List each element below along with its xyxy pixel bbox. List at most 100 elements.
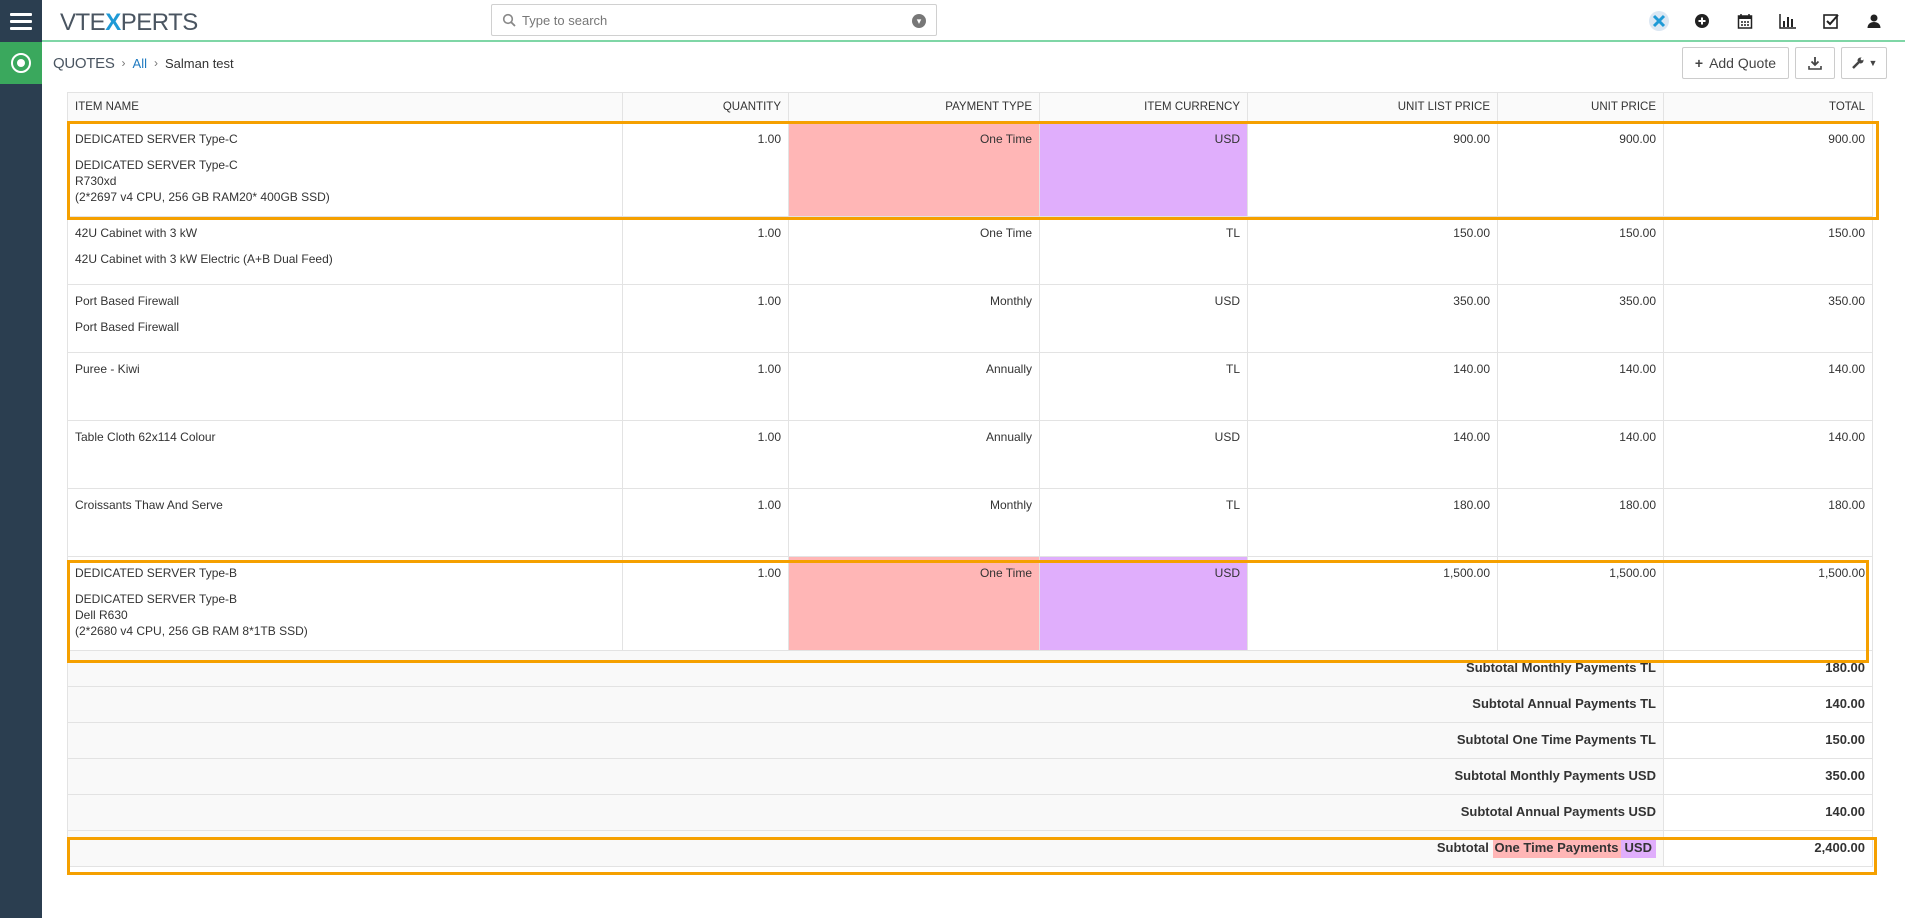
subtotal-label: Subtotal Monthly Payments TL	[67, 650, 1664, 687]
caret-down-icon: ▼	[1868, 58, 1878, 68]
col-item-currency: ITEM CURRENCY	[1039, 92, 1248, 123]
module-icon[interactable]	[0, 42, 42, 84]
line-items-table: ITEM NAME QUANTITY PAYMENT TYPE ITEM CUR…	[67, 92, 1873, 867]
calendar-icon[interactable]	[1733, 9, 1757, 33]
item-description: 42U Cabinet with 3 kW Electric (A+B Dual…	[75, 252, 333, 266]
unit-price-cell: 180.00	[1497, 488, 1664, 557]
item-name[interactable]: Croissants Thaw And Serve	[75, 498, 223, 512]
item-name[interactable]: Puree - Kiwi	[75, 362, 140, 376]
app-logo[interactable]: VTEXPERTS	[60, 9, 198, 36]
payment-type-cell: Monthly	[788, 284, 1040, 353]
settings-dropdown-button[interactable]: ▼	[1841, 47, 1887, 79]
unit-list-price-cell: 140.00	[1247, 420, 1498, 489]
item-name-cell: 42U Cabinet with 3 kW 42U Cabinet with 3 …	[67, 216, 623, 285]
add-icon[interactable]	[1690, 9, 1714, 33]
quantity-cell: 1.00	[622, 216, 789, 285]
unit-list-price-cell: 150.00	[1247, 216, 1498, 285]
col-total: TOTAL	[1663, 92, 1873, 123]
total-cell: 150.00	[1663, 216, 1873, 285]
item-name[interactable]: Table Cloth 62x114 Colour	[75, 430, 216, 444]
top-bar: VTEXPERTS ▾	[0, 0, 1905, 42]
subtotal-row: Subtotal Annual Payments TL 140.00	[67, 686, 1873, 723]
unit-list-price-cell: 900.00	[1247, 122, 1498, 217]
payment-type-highlight: One Time Payments	[1492, 837, 1621, 858]
unit-price-cell: 1,500.00	[1497, 556, 1664, 651]
download-button[interactable]	[1795, 47, 1835, 79]
col-unit-price: UNIT PRICE	[1497, 92, 1664, 123]
subtotal-value: 180.00	[1663, 650, 1873, 687]
quantity-cell: 1.00	[622, 284, 789, 353]
quantity-cell: 1.00	[622, 420, 789, 489]
menu-icon[interactable]	[0, 0, 42, 42]
subtotal-value: 2,400.00	[1663, 830, 1873, 867]
subtotal-value: 350.00	[1663, 758, 1873, 795]
item-name-cell: Port Based Firewall Port Based Firewall	[67, 284, 623, 353]
payment-type-cell: One Time	[788, 556, 1040, 651]
currency-cell: USD	[1039, 284, 1248, 353]
reports-icon[interactable]	[1776, 9, 1800, 33]
payment-type-cell: One Time	[788, 216, 1040, 285]
global-search: ▾	[491, 4, 937, 36]
subtotal-label: Subtotal Monthly Payments USD	[67, 758, 1664, 795]
search-input[interactable]	[522, 9, 892, 31]
add-quote-button[interactable]: + Add Quote	[1681, 47, 1789, 79]
quantity-cell: 1.00	[622, 122, 789, 217]
chevron-right-icon: ›	[154, 56, 158, 70]
breadcrumb: QUOTES › All › Salman test	[53, 52, 234, 74]
col-item-name: ITEM NAME	[67, 92, 623, 123]
user-icon[interactable]	[1862, 9, 1886, 33]
table-row: Table Cloth 62x114 Colour 1.00 Annually …	[67, 420, 1873, 489]
item-name[interactable]: 42U Cabinet with 3 kW	[75, 226, 198, 240]
unit-list-price-cell: 180.00	[1247, 488, 1498, 557]
table-header-row: ITEM NAME QUANTITY PAYMENT TYPE ITEM CUR…	[67, 92, 1873, 123]
currency-cell: USD	[1039, 122, 1248, 217]
total-cell: 350.00	[1663, 284, 1873, 353]
add-quote-label: Add Quote	[1709, 55, 1776, 71]
subtotal-label: Subtotal Annual Payments USD	[67, 794, 1664, 831]
tasks-icon[interactable]	[1819, 9, 1843, 33]
subtotal-label: Subtotal One Time Payments TL	[67, 722, 1664, 759]
item-description: Port Based Firewall	[75, 320, 180, 334]
total-cell: 1,500.00	[1663, 556, 1873, 651]
left-rail	[0, 42, 42, 918]
total-cell: 180.00	[1663, 488, 1873, 557]
subtotal-prefix: Subtotal	[1436, 840, 1489, 855]
unit-price-cell: 900.00	[1497, 122, 1664, 217]
total-cell: 140.00	[1663, 352, 1873, 421]
table-row: Port Based Firewall Port Based Firewall 1…	[67, 284, 1873, 353]
table-row: DEDICATED SERVER Type-C DEDICATED SERVER …	[67, 122, 1873, 217]
table-row: Puree - Kiwi 1.00 Annually TL 140.00 140…	[67, 352, 1873, 421]
record-name: Salman test	[165, 55, 234, 71]
table-row: 42U Cabinet with 3 kW 42U Cabinet with 3 …	[67, 216, 1873, 285]
unit-list-price-cell: 1,500.00	[1247, 556, 1498, 651]
item-name[interactable]: DEDICATED SERVER Type-B	[75, 566, 238, 580]
wrench-icon	[1851, 57, 1864, 69]
module-name[interactable]: QUOTES	[53, 54, 115, 72]
subtotal-row: Subtotal One Time Payments TL 150.00	[67, 722, 1873, 759]
plus-icon: +	[1694, 55, 1704, 71]
breadcrumb-all-link[interactable]: All	[132, 55, 147, 71]
currency-cell: TL	[1039, 216, 1248, 285]
subtotal-label: Subtotal One Time Payments USD	[67, 830, 1664, 867]
item-name-cell: Croissants Thaw And Serve	[67, 488, 623, 557]
item-description: DEDICATED SERVER Type-C R730xd (2*2697 v…	[75, 158, 330, 204]
subtotal-value: 150.00	[1663, 722, 1873, 759]
unit-price-cell: 140.00	[1497, 352, 1664, 421]
search-options-icon[interactable]: ▾	[912, 14, 926, 28]
unit-price-cell: 350.00	[1497, 284, 1664, 353]
item-name[interactable]: DEDICATED SERVER Type-C	[75, 132, 238, 146]
item-name-cell: DEDICATED SERVER Type-C DEDICATED SERVER …	[67, 122, 623, 217]
payment-type-cell: Annually	[788, 352, 1040, 421]
search-icon	[502, 13, 516, 27]
unit-list-price-cell: 140.00	[1247, 352, 1498, 421]
currency-cell: USD	[1039, 556, 1248, 651]
table-row: DEDICATED SERVER Type-B DEDICATED SERVER …	[67, 556, 1873, 651]
subtotal-row: Subtotal Monthly Payments TL 180.00	[67, 650, 1873, 687]
item-name[interactable]: Port Based Firewall	[75, 294, 180, 308]
subtotal-row: Subtotal Monthly Payments USD 350.00	[67, 758, 1873, 795]
currency-cell: TL	[1039, 488, 1248, 557]
vtexperts-icon[interactable]	[1647, 9, 1671, 33]
subtotal-value: 140.00	[1663, 794, 1873, 831]
item-name-cell: DEDICATED SERVER Type-B DEDICATED SERVER …	[67, 556, 623, 651]
chevron-right-icon: ›	[121, 56, 126, 70]
